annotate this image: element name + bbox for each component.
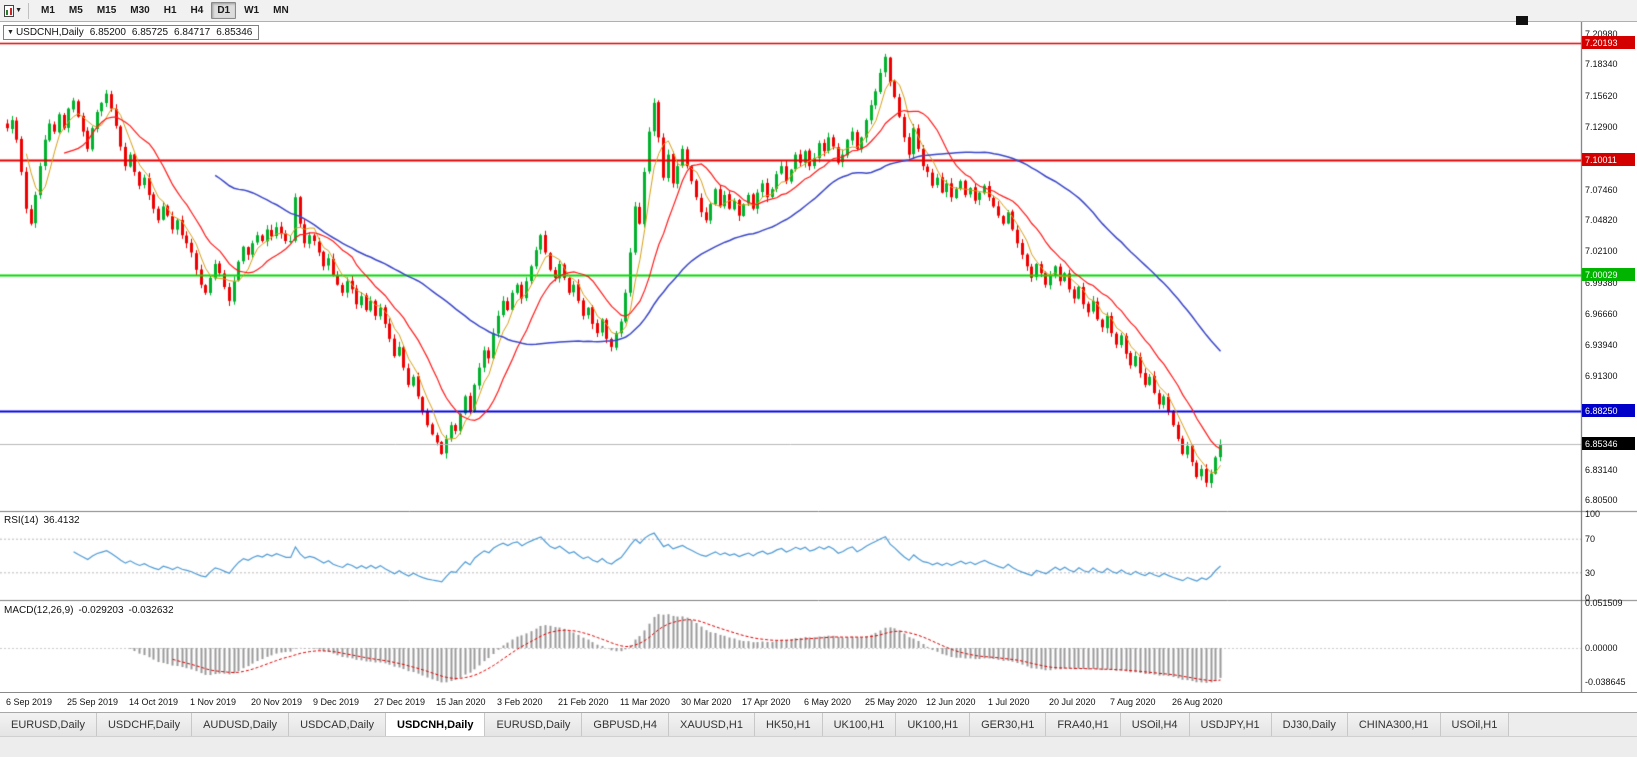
price-axis-label: 6.96660 bbox=[1585, 308, 1618, 319]
chart-tab-7-xauusd-h1[interactable]: XAUUSD,H1 bbox=[668, 713, 755, 736]
date-axis-label: 26 Aug 2020 bbox=[1172, 697, 1223, 707]
date-axis-label: 25 Sep 2019 bbox=[67, 697, 119, 707]
macd-axis-label: -0.038645 bbox=[1585, 677, 1626, 687]
window-bottom-strip bbox=[0, 736, 1637, 757]
chart-tab-0-eurusd-daily[interactable]: EURUSD,Daily bbox=[0, 713, 97, 736]
chart-tab-14-usdjpy-h1[interactable]: USDJPY,H1 bbox=[1189, 713, 1272, 736]
macd-signal-value: -0.032632 bbox=[128, 605, 174, 616]
timeframe-button-m1[interactable]: M1 bbox=[41, 5, 55, 16]
timeframe-button-m15[interactable]: M15 bbox=[96, 5, 117, 16]
chart-tab-1-usdchf-daily[interactable]: USDCHF,Daily bbox=[96, 713, 193, 736]
rsi-axis-label: 30 bbox=[1585, 567, 1596, 578]
timeframe-button-m5[interactable]: M5 bbox=[68, 5, 83, 16]
price-chart-canvas[interactable] bbox=[0, 22, 1637, 692]
chart-tab-10-uk100-h1[interactable]: UK100,H1 bbox=[896, 713, 971, 736]
price-axis-label: 6.80500 bbox=[1585, 495, 1618, 505]
timeframe-button-d1[interactable]: D1 bbox=[211, 2, 237, 19]
date-axis-label: 11 Mar 2020 bbox=[620, 697, 670, 707]
date-axis[interactable]: 6 Sep 2019 25 Sep 2019 14 Oct 2019 1 Nov 20… bbox=[0, 692, 1637, 712]
chart-tab-6-gbpusd-h4[interactable]: GBPUSD,H4 bbox=[582, 713, 669, 736]
price-level-badge: 7.20193 bbox=[1582, 36, 1635, 50]
price-axis-label: 6.83140 bbox=[1585, 464, 1618, 475]
chart-tab-12-fra40-h1[interactable]: FRA40,H1 bbox=[1046, 713, 1121, 736]
timeframe-button-m30[interactable]: M30 bbox=[130, 5, 150, 16]
price-axis-label: 7.15620 bbox=[1585, 90, 1618, 101]
chart-tab-17-usoil-h1[interactable]: USOil,H1 bbox=[1440, 713, 1510, 736]
date-axis-label: 27 Dec 2019 bbox=[374, 697, 426, 707]
date-axis-label: 1 Nov 2019 bbox=[190, 697, 237, 707]
price-axis-label: 7.20980 bbox=[1585, 29, 1618, 39]
date-axis-label: 3 Feb 2020 bbox=[497, 697, 543, 707]
price-axis-label: 6.91300 bbox=[1585, 370, 1618, 381]
timeframe-toolbar: ▼ M1 M5 M15 M30 H1 H4 D1 W1 MN bbox=[0, 0, 1637, 22]
rsi-value: 36.4132 bbox=[43, 515, 80, 526]
symbol-title: USDCNH,Daily bbox=[15, 27, 84, 38]
chart-tab-16-china300-h1[interactable]: CHINA300,H1 bbox=[1347, 713, 1441, 736]
timeframe-button-mn[interactable]: MN bbox=[273, 5, 289, 16]
price-axis-label: 6.99380 bbox=[1585, 277, 1618, 288]
macd-axis-label: 0.051509 bbox=[1585, 597, 1623, 608]
date-axis-label: 6 Sep 2019 bbox=[6, 697, 53, 707]
chart-tab-13-usoil-h4[interactable]: USOil,H4 bbox=[1120, 713, 1190, 736]
price-axis-label: 7.12900 bbox=[1585, 122, 1618, 133]
chart-area: ▼ USDCNH,Daily 6.85200 6.85725 6.84717 6… bbox=[0, 16, 1637, 692]
bar-low-value: 6.84717 bbox=[174, 27, 211, 38]
chart-tab-8-hk50-h1[interactable]: HK50,H1 bbox=[754, 713, 823, 736]
rsi-indicator-title: RSI(14) 36.4132 bbox=[4, 515, 80, 526]
price-axis-label: 6.93940 bbox=[1585, 340, 1618, 351]
chart-tab-15-dj30-daily[interactable]: DJ30,Daily bbox=[1271, 713, 1348, 736]
candlestick-icon bbox=[4, 4, 15, 17]
timeframe-buttons: M1 M5 M15 M30 H1 H4 D1 W1 MN bbox=[34, 2, 296, 19]
chart-shift-marker[interactable] bbox=[1516, 16, 1528, 25]
price-level-badge: 7.10011 bbox=[1582, 153, 1635, 167]
date-axis-label: 30 Mar 2020 bbox=[681, 697, 732, 707]
price-level-badge: 6.88250 bbox=[1582, 403, 1635, 417]
date-axis-label: 1 Jul 2020 bbox=[988, 697, 1030, 707]
symbol-dropdown-icon: ▼ bbox=[7, 29, 14, 36]
toolbar-separator bbox=[28, 2, 29, 19]
date-axis-label: 20 Nov 2019 bbox=[251, 697, 303, 707]
timeframe-button-h4[interactable]: H4 bbox=[190, 5, 204, 16]
chart-tab-3-usdcad-daily[interactable]: USDCAD,Daily bbox=[289, 713, 387, 736]
bar-high-value: 6.85725 bbox=[131, 27, 169, 38]
price-axis-label: 7.02100 bbox=[1585, 246, 1618, 257]
macd-axis-label: 0.00000 bbox=[1585, 643, 1618, 653]
price-axis-label: 7.07460 bbox=[1585, 184, 1618, 195]
date-axis-label: 17 Apr 2020 bbox=[742, 697, 791, 707]
bar-open-value: 6.85200 bbox=[89, 27, 126, 38]
rsi-axis-label: 0 bbox=[1585, 593, 1591, 603]
date-axis-label: 7 Aug 2020 bbox=[1110, 697, 1156, 707]
date-axis-label: 6 May 2020 bbox=[804, 697, 852, 707]
date-axis-label: 15 Jan 2020 bbox=[436, 697, 486, 707]
chart-tab-bar: EURUSD,Daily USDCHF,Daily AUDUSD,Daily USDC… bbox=[0, 712, 1637, 736]
timeframe-button-h1[interactable]: H1 bbox=[163, 5, 177, 16]
chart-tab-11-ger30-h1[interactable]: GER30,H1 bbox=[970, 713, 1047, 736]
chevron-down-icon: ▼ bbox=[15, 7, 22, 14]
chart-type-icon[interactable]: ▼ bbox=[4, 3, 22, 19]
date-axis-label: 12 Jun 2020 bbox=[926, 697, 976, 707]
macd-name: MACD(12,26,9) bbox=[4, 605, 74, 616]
rsi-axis-label: 100 bbox=[1585, 509, 1601, 519]
price-level-badge: 6.85346 bbox=[1582, 437, 1635, 451]
rsi-axis-label: 70 bbox=[1585, 534, 1596, 545]
price-level-badge: 7.00029 bbox=[1582, 268, 1635, 282]
bar-close-value: 6.85346 bbox=[216, 27, 253, 38]
date-axis-label: 21 Feb 2020 bbox=[558, 697, 609, 707]
date-axis-label: 20 Jul 2020 bbox=[1049, 697, 1096, 707]
macd-indicator-title: MACD(12,26,9) -0.029203 -0.032632 bbox=[4, 605, 174, 616]
chart-tab-5-eurusd-daily[interactable]: EURUSD,Daily bbox=[485, 713, 583, 736]
chart-tab-4-usdcnh-daily[interactable]: USDCNH,Daily bbox=[386, 713, 486, 736]
date-axis-label: 9 Dec 2019 bbox=[313, 697, 360, 707]
price-axis-label: 7.04820 bbox=[1585, 215, 1618, 226]
price-axis-label: 7.18340 bbox=[1585, 59, 1618, 70]
rsi-name: RSI(14) bbox=[4, 515, 39, 526]
date-axis-label: 25 May 2020 bbox=[865, 697, 918, 707]
timeframe-button-w1[interactable]: W1 bbox=[244, 5, 260, 16]
chart-tab-9-uk100-h1[interactable]: UK100,H1 bbox=[822, 713, 897, 736]
macd-main-value: -0.029203 bbox=[78, 605, 124, 616]
symbol-ohlc-box[interactable]: ▼ USDCNH,Daily 6.85200 6.85725 6.84717 6… bbox=[3, 25, 260, 40]
date-axis-label: 14 Oct 2019 bbox=[129, 697, 179, 707]
chart-tab-2-audusd-daily[interactable]: AUDUSD,Daily bbox=[192, 713, 290, 736]
